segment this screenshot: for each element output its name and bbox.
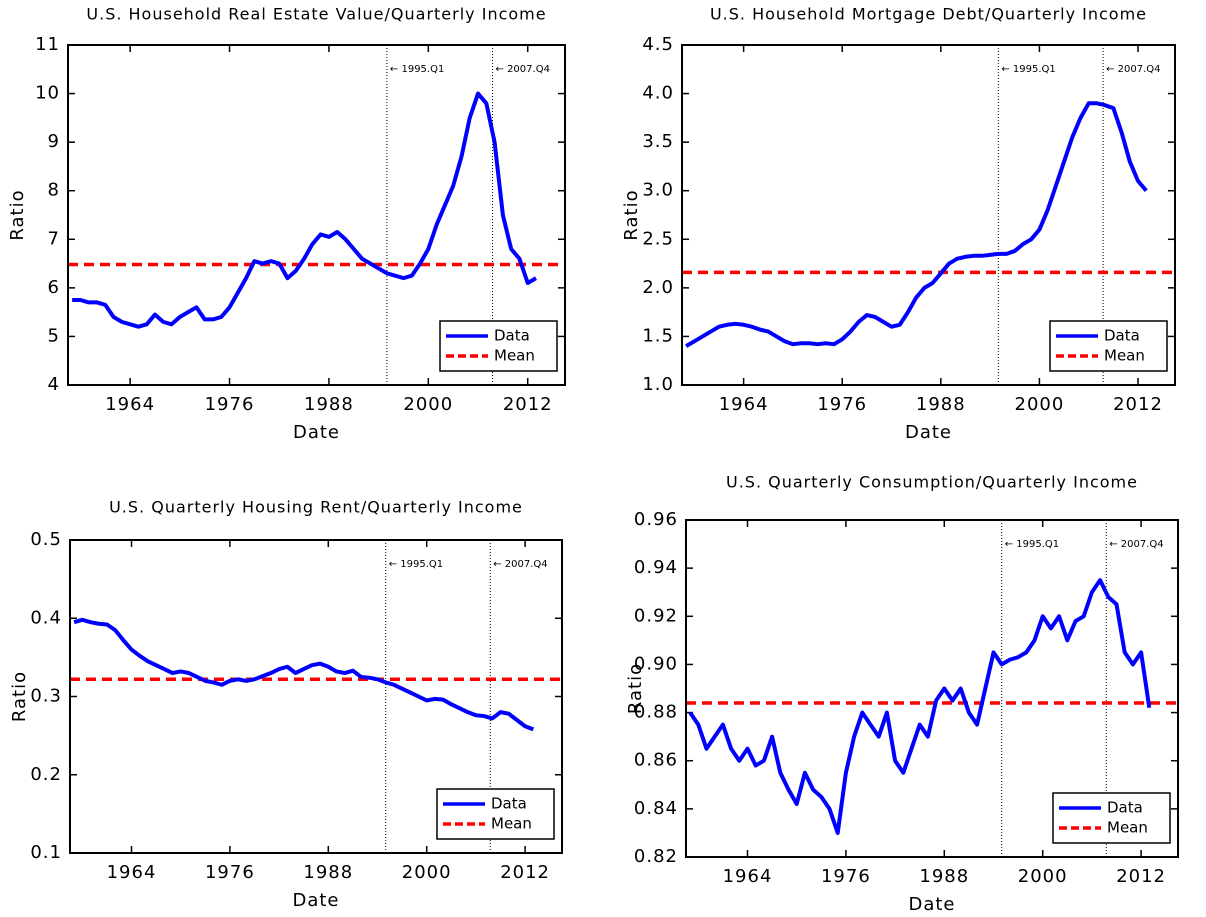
legend-label: Data	[1107, 799, 1143, 817]
subplot: U.S. Household Real Estate Value/Quarter…	[7, 5, 566, 443]
x-tick-label: 1976	[817, 394, 867, 415]
x-tick-label: 1988	[916, 394, 966, 415]
y-tick-label: 4	[48, 374, 60, 395]
x-tick-label: 1988	[304, 394, 354, 415]
legend: Data Mean	[1049, 320, 1168, 372]
y-tick-label: 5	[48, 325, 60, 346]
x-tick-label: 2000	[1018, 866, 1068, 887]
x-tick-label: 1964	[719, 394, 769, 415]
event-label: ← 2007.Q4	[1109, 539, 1163, 550]
subplot: U.S. Quarterly Housing Rent/Quarterly In…	[9, 498, 563, 911]
legend-label: Mean	[491, 815, 532, 833]
legend-label: Data	[1104, 327, 1140, 345]
legend-box	[1052, 792, 1171, 844]
y-tick-label: 0.88	[634, 702, 678, 723]
y-tick-label: 2.5	[642, 228, 674, 249]
legend-box	[1049, 320, 1168, 372]
y-axis-label: Ratio	[621, 189, 642, 240]
chart-title: U.S. Household Mortgage Debt/Quarterly I…	[710, 5, 1147, 24]
y-tick-label: 1.0	[642, 374, 674, 395]
x-tick-label: 2012	[1116, 866, 1166, 887]
x-tick-label: 1964	[107, 862, 157, 883]
plot-frame	[681, 44, 1176, 386]
data-line	[685, 101, 1148, 348]
y-tick-label: 11	[35, 34, 60, 55]
y-tick-label: 0.3	[30, 686, 62, 707]
x-tick-label: 1976	[205, 394, 255, 415]
x-tick-label: 1976	[205, 862, 255, 883]
x-axis-label: Date	[292, 890, 339, 911]
plot-frame	[67, 44, 566, 386]
plot-frame	[685, 519, 1179, 858]
y-tick-label: 0.2	[30, 764, 62, 785]
legend-label: Mean	[1107, 819, 1148, 837]
y-tick-label: 0.92	[634, 605, 678, 626]
chart-title: U.S. Household Real Estate Value/Quarter…	[86, 5, 546, 24]
x-axis-label: Date	[905, 422, 952, 443]
y-tick-label: 0.1	[30, 842, 62, 863]
x-tick-label: 1964	[723, 866, 773, 887]
legend: Data Mean	[439, 320, 558, 372]
event-label: ← 2007.Q4	[1106, 64, 1160, 75]
y-tick-label: 1.5	[642, 325, 674, 346]
y-tick-label: 2.0	[642, 277, 674, 298]
x-tick-label: 1988	[303, 862, 353, 883]
x-axis-label: Date	[908, 894, 955, 915]
legend-label: Mean	[1104, 347, 1145, 365]
x-tick-label: 2012	[1113, 394, 1163, 415]
y-tick-label: 0.94	[634, 557, 678, 578]
x-tick-label: 1976	[821, 866, 871, 887]
legend: Data Mean	[1052, 792, 1171, 844]
data-line	[73, 617, 535, 732]
event-label: ← 1995.Q1	[1005, 539, 1059, 550]
y-tick-label: 4.0	[642, 83, 674, 104]
plot-frame	[69, 539, 563, 854]
data-line	[72, 91, 538, 329]
y-tick-label: 8	[48, 180, 60, 201]
event-label: ← 1995.Q1	[389, 559, 443, 570]
y-tick-label: 0.82	[634, 846, 678, 867]
y-axis-label: Ratio	[7, 189, 28, 240]
event-label: ← 2007.Q4	[493, 559, 547, 570]
event-label: ← 2007.Q4	[496, 64, 550, 75]
legend-label: Data	[491, 795, 527, 813]
chart-title: U.S. Quarterly Housing Rent/Quarterly In…	[109, 498, 523, 517]
subplot: U.S. Quarterly Consumption/Quarterly Inc…	[625, 473, 1179, 915]
y-tick-label: 4.5	[642, 34, 674, 55]
x-tick-label: 1988	[919, 866, 969, 887]
legend: Data Mean	[436, 788, 555, 840]
y-axis-label: Ratio	[625, 663, 646, 714]
y-axis-label: Ratio	[9, 671, 30, 722]
event-label: ← 1995.Q1	[390, 64, 444, 75]
y-tick-label: 0.96	[634, 509, 678, 530]
y-tick-label: 0.84	[634, 798, 678, 819]
y-tick-label: 6	[48, 277, 60, 298]
x-tick-label: 1964	[105, 394, 155, 415]
y-tick-label: 7	[48, 228, 60, 249]
y-tick-label: 0.90	[634, 653, 678, 674]
subplot: U.S. Household Mortgage Debt/Quarterly I…	[621, 5, 1176, 443]
y-tick-label: 0.4	[30, 607, 62, 628]
event-label: ← 1995.Q1	[1001, 64, 1055, 75]
y-tick-label: 0.86	[634, 750, 678, 771]
legend-label: Mean	[494, 347, 535, 365]
x-axis-label: Date	[293, 422, 340, 443]
x-tick-label: 2012	[500, 862, 550, 883]
x-tick-label: 2012	[503, 394, 553, 415]
y-tick-label: 3.0	[642, 180, 674, 201]
legend-box	[436, 788, 555, 840]
y-tick-label: 10	[35, 83, 60, 104]
x-tick-label: 2000	[1015, 394, 1065, 415]
legend-box	[439, 320, 558, 372]
legend-label: Data	[494, 327, 530, 345]
y-tick-label: 9	[48, 131, 60, 152]
chart-title: U.S. Quarterly Consumption/Quarterly Inc…	[726, 473, 1138, 492]
y-tick-label: 0.5	[30, 529, 62, 550]
x-tick-label: 2000	[403, 394, 453, 415]
y-tick-label: 3.5	[642, 131, 674, 152]
data-line	[688, 578, 1152, 835]
x-tick-label: 2000	[402, 862, 452, 883]
